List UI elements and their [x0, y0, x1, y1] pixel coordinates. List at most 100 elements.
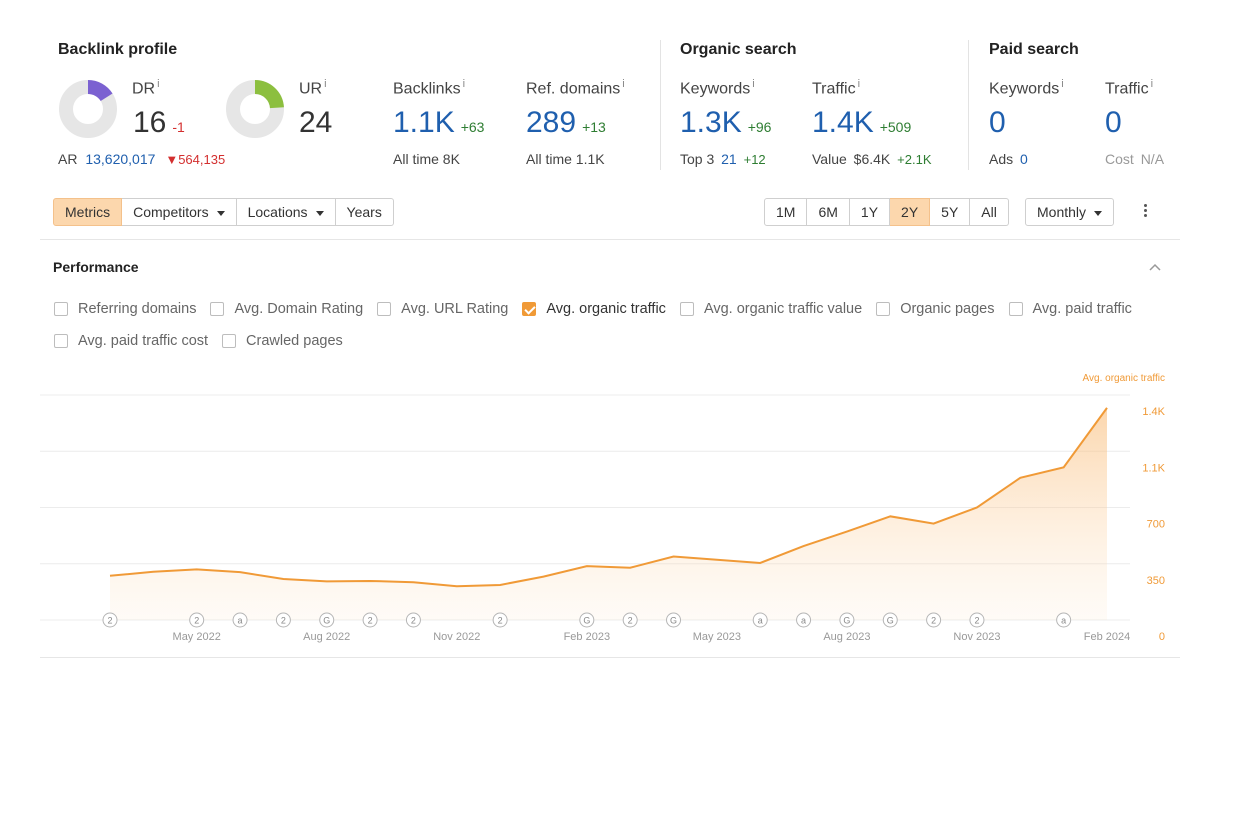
update-marker-label: G	[887, 616, 894, 626]
backlinks-metric: 1.1K +63	[393, 106, 484, 140]
toggle-avg-paid-traffic-cost[interactable]: Avg. paid traffic cost	[54, 333, 208, 349]
view-tabs: Metrics Competitors Locations Years	[53, 198, 394, 226]
checkbox[interactable]	[54, 334, 68, 348]
metric-toggles-row2: Avg. paid traffic cost Crawled pages	[54, 333, 357, 349]
update-marker[interactable]: a	[232, 612, 248, 628]
x-tick-label: Nov 2022	[433, 631, 480, 643]
update-marker[interactable]: G	[882, 612, 898, 628]
paid-traffic-value[interactable]: 0	[1105, 106, 1122, 139]
organic-keywords-info-icon[interactable]: i	[752, 78, 755, 90]
section-divider	[660, 40, 661, 170]
toggle-avg-paid-traffic[interactable]: Avg. paid traffic	[1008, 301, 1132, 317]
backlinks-value[interactable]: 1.1K	[393, 106, 455, 139]
update-marker-label: 2	[931, 616, 936, 626]
range-1y[interactable]: 1Y	[849, 198, 891, 226]
update-marker[interactable]: G	[839, 612, 855, 628]
more-options-icon[interactable]	[1140, 202, 1150, 222]
range-all[interactable]: All	[970, 198, 1009, 226]
paid-keywords-info-icon[interactable]: i	[1061, 78, 1064, 90]
range-2y[interactable]: 2Y	[890, 198, 931, 226]
ar-label: AR	[58, 151, 78, 167]
tab-competitors[interactable]: Competitors	[122, 198, 237, 226]
ref-domains-metric: 289 +13	[526, 106, 606, 140]
toggle-avg-organic-traffic-value[interactable]: Avg. organic traffic value	[679, 301, 862, 317]
toggle-avg-domain-rating[interactable]: Avg. Domain Rating	[210, 301, 363, 317]
checkbox[interactable]	[210, 302, 225, 316]
checkbox[interactable]	[1008, 302, 1023, 316]
ur-info-icon[interactable]: i	[324, 78, 327, 90]
update-marker[interactable]: 2	[492, 612, 508, 628]
backlink-profile-title: Backlink profile	[58, 41, 178, 58]
chevron-down-icon	[315, 210, 324, 216]
checkbox[interactable]	[222, 334, 237, 348]
update-marker[interactable]: 2	[275, 612, 291, 628]
y-tick-label: 700	[1147, 519, 1165, 531]
update-marker[interactable]: 2	[969, 612, 985, 628]
toggle-referring-domains[interactable]: Referring domains	[54, 301, 196, 317]
update-marker-label: G	[323, 616, 330, 626]
chevron-up-icon[interactable]	[1148, 262, 1162, 272]
organic-keywords-label: Keywords i	[680, 78, 755, 98]
tab-metrics[interactable]: Metrics	[53, 198, 123, 226]
update-marker-label: a	[801, 616, 806, 626]
ref-domains-value[interactable]: 289	[526, 106, 577, 139]
update-marker[interactable]: a	[1056, 612, 1072, 628]
ref-domains-info-icon[interactable]: i	[622, 78, 625, 90]
update-marker[interactable]: 2	[102, 612, 118, 628]
traffic-area	[110, 407, 1107, 620]
dr-ring-chart	[59, 80, 117, 138]
ar-value[interactable]: 13,620,017	[85, 151, 156, 167]
y-tick-label: 0	[1159, 631, 1165, 643]
tab-years[interactable]: Years	[335, 198, 394, 226]
toggle-avg-organic-traffic[interactable]: Avg. organic traffic	[522, 301, 666, 317]
y-tick-label: 1.4K	[1142, 406, 1165, 418]
paid-traffic-info-icon[interactable]: i	[1150, 78, 1154, 90]
update-marker[interactable]: 2	[189, 612, 205, 628]
top3-value[interactable]: 21	[721, 151, 737, 167]
update-marker[interactable]: G	[666, 612, 682, 628]
checkbox[interactable]	[54, 302, 68, 316]
update-marker-label: 2	[498, 616, 503, 626]
dr-info-icon[interactable]: i	[157, 78, 160, 90]
update-marker-label: 2	[974, 616, 979, 626]
checkbox[interactable]	[876, 302, 891, 316]
toggle-organic-pages[interactable]: Organic pages	[876, 301, 995, 317]
update-marker[interactable]: 2	[362, 612, 378, 628]
x-tick-label: May 2023	[693, 631, 741, 643]
update-marker[interactable]: a	[796, 612, 812, 628]
organic-traffic-info-icon[interactable]: i	[857, 78, 861, 90]
range-5y[interactable]: 5Y	[930, 198, 971, 226]
paid-keywords-label: Keywords i	[989, 78, 1064, 98]
organic-keywords-metric: 1.3K +96	[680, 106, 771, 140]
range-6m[interactable]: 6M	[807, 198, 850, 226]
checkbox[interactable]	[377, 302, 392, 316]
organic-traffic-value[interactable]: 1.4K	[812, 106, 874, 139]
update-marker[interactable]: 2	[405, 612, 421, 628]
tab-locations[interactable]: Locations	[236, 198, 336, 226]
update-marker[interactable]: 2	[622, 612, 638, 628]
dr-label: DR i	[132, 78, 160, 98]
checkbox[interactable]	[679, 302, 694, 316]
update-marker[interactable]: G	[319, 612, 335, 628]
update-marker[interactable]: a	[752, 612, 768, 628]
update-marker[interactable]: 2	[926, 612, 942, 628]
ur-value: 24	[299, 106, 333, 139]
toggle-crawled-pages[interactable]: Crawled pages	[222, 333, 343, 349]
x-tick-label: Aug 2022	[303, 631, 350, 643]
organic-top3: Top 3 21 +12	[680, 151, 766, 167]
x-tick-label: Nov 2023	[953, 631, 1000, 643]
organic-keywords-delta: +96	[747, 119, 772, 135]
update-marker[interactable]: G	[579, 612, 595, 628]
toggle-avg-url-rating[interactable]: Avg. URL Rating	[377, 301, 508, 317]
organic-traffic-label: Traffic i	[812, 78, 861, 98]
update-marker-label: G	[670, 616, 677, 626]
interval-dropdown[interactable]: Monthly	[1025, 198, 1115, 226]
checkbox-checked[interactable]	[522, 302, 537, 316]
backlinks-info-icon[interactable]: i	[462, 78, 466, 90]
range-1m[interactable]: 1M	[764, 198, 808, 226]
organic-keywords-value[interactable]: 1.3K	[680, 106, 742, 139]
paid-ads-row: Ads 0	[989, 151, 1028, 167]
divider	[40, 657, 1180, 658]
dr-delta: -1	[172, 119, 185, 135]
paid-keywords-value[interactable]: 0	[989, 106, 1006, 139]
